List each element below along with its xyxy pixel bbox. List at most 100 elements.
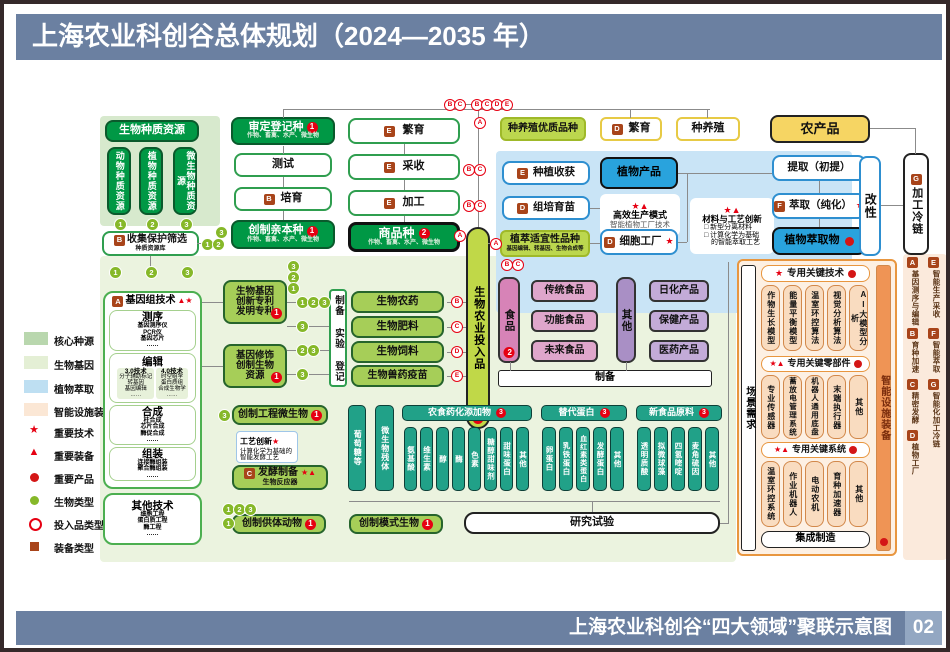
badge-d: D bbox=[604, 236, 616, 248]
connector bbox=[707, 109, 708, 118]
num-marker: 1 bbox=[287, 282, 300, 295]
daily-chem-product: 日化产品 bbox=[649, 280, 709, 302]
connector bbox=[349, 501, 720, 502]
additive-col: 色素 bbox=[468, 427, 481, 491]
red-dot-icon bbox=[853, 360, 862, 368]
connector bbox=[150, 256, 151, 268]
legend-label: 核心种源 bbox=[54, 337, 94, 348]
key-parts-col: 专业传感器 bbox=[761, 375, 780, 439]
letter-marker: C bbox=[454, 99, 466, 111]
ring-icon bbox=[29, 518, 42, 531]
keymap-label-d: 植物工厂 bbox=[911, 443, 920, 475]
additive-col: 糖醇甜味剂 bbox=[484, 427, 497, 491]
key-system-header: ★▲ 专用关键系统 bbox=[761, 442, 870, 458]
num-2-badge: 2 bbox=[503, 347, 515, 358]
legend-label: 植物萃取 bbox=[54, 385, 94, 396]
star-triangle-icon: ★▲ bbox=[300, 468, 317, 478]
cold-chain-box: G 加工冷链 bbox=[903, 153, 929, 255]
plant-harvest-box: E 种植收获 bbox=[502, 161, 590, 185]
genome-edit-block: 编辑 3.0技术 分子辅助标记 转基因 基因编辑 …… 4.0技术 时空组学 蛋… bbox=[109, 353, 196, 403]
green-dot-icon bbox=[30, 496, 39, 505]
key-tech-col: 作物生长模型 bbox=[761, 285, 780, 351]
bio-fertilizer: 生物肥料 bbox=[351, 316, 444, 338]
star-triangle-icon: ★▲ bbox=[773, 444, 790, 454]
agri-product: 农产品 bbox=[770, 115, 870, 143]
badge-e: E bbox=[928, 257, 939, 268]
connector bbox=[687, 173, 688, 242]
num-1-badge: 1 bbox=[422, 518, 433, 530]
breed-box: E 繁育 bbox=[348, 118, 460, 144]
star-triangle-icon: ★▲ bbox=[723, 204, 741, 215]
star-icon: ★ bbox=[774, 267, 784, 278]
num-3-badge: 3 bbox=[599, 408, 610, 418]
nurture-box: B 培育 bbox=[234, 187, 332, 211]
letter-marker: B bbox=[451, 296, 463, 308]
num-marker: 3 bbox=[296, 320, 309, 333]
connector bbox=[197, 243, 202, 244]
alt-protein-col: 发酵蛋白 bbox=[593, 427, 607, 491]
connector bbox=[404, 216, 405, 222]
legend-label: 装备类型 bbox=[54, 544, 94, 555]
additive-col: 氨基酸 bbox=[404, 427, 417, 491]
connector bbox=[404, 180, 405, 190]
alt-protein-col: 血红素类蛋白 bbox=[576, 427, 590, 491]
num-marker: 3 bbox=[307, 344, 320, 357]
keymap-label-c: 精密发酵 bbox=[911, 392, 920, 424]
legend-swatch-equip bbox=[24, 403, 48, 416]
red-dot-icon bbox=[848, 269, 857, 278]
additive-col: 醇 bbox=[436, 427, 449, 491]
red-dot-icon bbox=[849, 446, 858, 454]
donor-animal: 创制供体动物 1 bbox=[232, 514, 326, 534]
title-bar: 上海农业科创谷总体规划（2024—2035 年） bbox=[16, 14, 942, 60]
connector bbox=[678, 242, 687, 243]
square-icon bbox=[30, 542, 39, 551]
key-system-col: 电动农机 bbox=[805, 461, 824, 527]
connector bbox=[283, 109, 284, 118]
badge-d: D bbox=[611, 123, 623, 135]
commodity-variety: 商品种 2 作物、畜禽、水产、微生物 bbox=[348, 222, 460, 252]
key-tech-col: AI大模型分析 bbox=[849, 285, 868, 351]
keymap-label-f: 智能萃取 bbox=[932, 341, 941, 373]
connector bbox=[283, 146, 284, 154]
prep-test-register: 制备 实验 登记 bbox=[329, 289, 347, 387]
key-system-col: 温室环控系统 bbox=[761, 461, 780, 527]
letter-marker: E bbox=[451, 370, 463, 382]
other-column: 其他 bbox=[616, 277, 636, 363]
bio-vaccine: 生物兽药疫苗 bbox=[351, 365, 444, 387]
legend-label: 智能设施装备 bbox=[54, 408, 114, 419]
badge-e: E bbox=[383, 125, 395, 137]
num-marker: 3 bbox=[318, 296, 331, 309]
key-parts-col: 其他 bbox=[849, 375, 868, 439]
future-food: 未来食品 bbox=[531, 340, 598, 362]
additive-col: 甜味蛋白 bbox=[500, 427, 513, 491]
gene-modify-box: 基因修饰 创制生物 资源 1 bbox=[223, 344, 287, 388]
key-parts-col: 蓄放电管理系统 bbox=[783, 375, 802, 439]
keymap-label-g: 智能化加工冷链 bbox=[932, 392, 941, 448]
bio-input-column: 生物农业投入品 2 bbox=[466, 227, 490, 429]
star-icon: ★ bbox=[665, 236, 674, 247]
connector bbox=[819, 219, 820, 227]
connector bbox=[202, 366, 223, 367]
num-3-badge: 3 bbox=[496, 408, 506, 418]
connector bbox=[283, 177, 284, 187]
num-marker: 1 bbox=[109, 266, 122, 279]
legend-label: 生物类型 bbox=[54, 498, 94, 509]
legend-label: 生物基因 bbox=[54, 361, 94, 372]
connector bbox=[915, 128, 916, 154]
num-marker: 3 bbox=[180, 218, 193, 231]
new-food-col: 四氢嘧啶 bbox=[671, 427, 685, 491]
num-marker: 2 bbox=[145, 266, 158, 279]
connector bbox=[404, 144, 405, 154]
quality-variety: 种养殖优质品种 bbox=[500, 117, 586, 141]
letter-marker: C bbox=[474, 200, 486, 212]
num-marker: 3 bbox=[296, 368, 309, 381]
modify-box: 改性 bbox=[859, 156, 881, 256]
legend-label: 重要技术 bbox=[54, 429, 94, 440]
connector bbox=[881, 205, 903, 206]
key-tech-header: ★ 专用关键技术 bbox=[761, 265, 870, 282]
connector bbox=[720, 523, 728, 524]
triangle-star-icon: ▲★ bbox=[177, 296, 193, 306]
badge-a: A bbox=[112, 296, 124, 307]
badge-c: C bbox=[907, 379, 918, 390]
